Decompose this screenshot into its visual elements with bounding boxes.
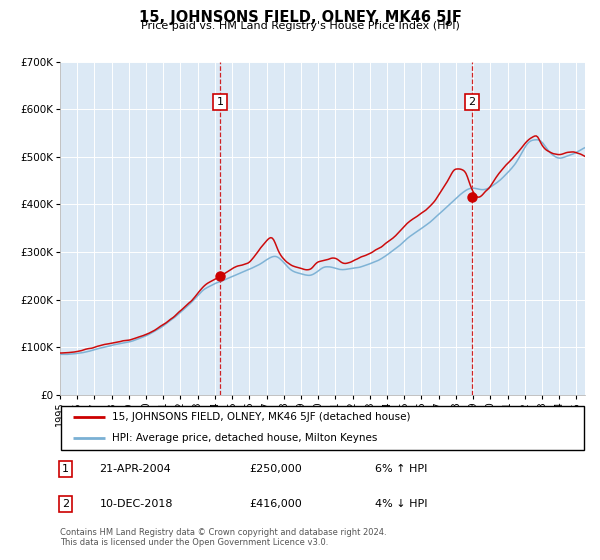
Text: 2: 2 xyxy=(62,499,69,509)
Text: £250,000: £250,000 xyxy=(249,464,302,474)
Text: Contains HM Land Registry data © Crown copyright and database right 2024.
This d: Contains HM Land Registry data © Crown c… xyxy=(60,528,386,547)
Text: 1: 1 xyxy=(217,97,224,107)
Text: HPI: Average price, detached house, Milton Keynes: HPI: Average price, detached house, Milt… xyxy=(113,433,378,443)
Text: 15, JOHNSONS FIELD, OLNEY, MK46 5JF: 15, JOHNSONS FIELD, OLNEY, MK46 5JF xyxy=(139,10,461,25)
Text: £416,000: £416,000 xyxy=(249,499,302,509)
Text: 10-DEC-2018: 10-DEC-2018 xyxy=(100,499,173,509)
Text: 1: 1 xyxy=(62,464,69,474)
Text: 6% ↑ HPI: 6% ↑ HPI xyxy=(375,464,427,474)
Text: 21-APR-2004: 21-APR-2004 xyxy=(100,464,171,474)
Text: Price paid vs. HM Land Registry's House Price Index (HPI): Price paid vs. HM Land Registry's House … xyxy=(140,21,460,31)
Text: 15, JOHNSONS FIELD, OLNEY, MK46 5JF (detached house): 15, JOHNSONS FIELD, OLNEY, MK46 5JF (det… xyxy=(113,412,411,422)
Text: 2: 2 xyxy=(469,97,476,107)
Text: 4% ↓ HPI: 4% ↓ HPI xyxy=(375,499,427,509)
FancyBboxPatch shape xyxy=(61,406,584,450)
